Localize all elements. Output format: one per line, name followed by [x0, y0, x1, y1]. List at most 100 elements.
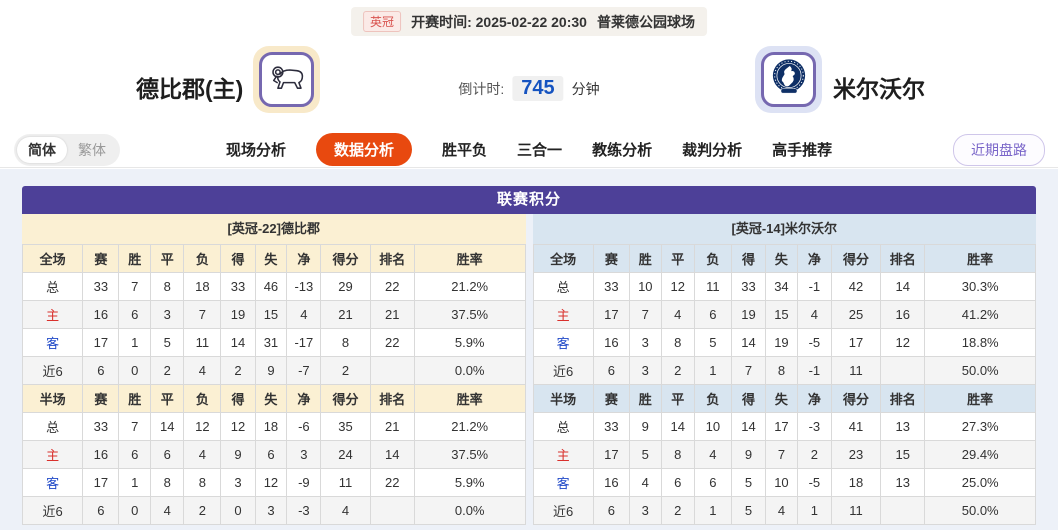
- table-cell: 4: [765, 496, 798, 525]
- table-cell: -5: [796, 328, 832, 357]
- home-stats-panel: [英冠-22]德比郡 全场赛胜平负得失净得分 排名 胜率总 33 7 8 18 33 46 -13…: [21, 214, 526, 525]
- table-cell: 19: [730, 300, 767, 329]
- table-cell: 12: [880, 328, 926, 357]
- column-header-cell: 胜: [628, 244, 662, 273]
- language-toggle[interactable]: 简体 繁体: [14, 134, 120, 166]
- column-header-cell: 全场: [21, 244, 84, 273]
- column-header-cell: 失: [254, 244, 288, 273]
- table-cell: 13: [880, 468, 926, 497]
- column-header-cell: 得: [220, 244, 256, 273]
- table-cell: 6: [118, 440, 152, 469]
- table-cell: 6: [82, 356, 120, 385]
- away-table-header: [英冠-14]米尔沃尔: [532, 214, 1036, 244]
- table-cell: 29: [320, 272, 371, 301]
- table-cell: 4: [183, 440, 222, 469]
- table-cell: 19: [765, 328, 798, 357]
- table-row: 客 16 4 6 6 5 10 -5 18 13 25.0%: [532, 468, 1036, 497]
- lang-simplified[interactable]: 简体: [17, 137, 67, 163]
- column-header-cell: 得: [730, 244, 767, 273]
- row-label-cell: 主: [532, 300, 594, 329]
- table-cell: 15: [880, 440, 926, 469]
- table-cell: 7: [628, 300, 662, 329]
- table-cell: 16: [82, 300, 120, 329]
- tab-expert-picks[interactable]: 高手推荐: [772, 142, 833, 159]
- table-cell: 11: [320, 468, 371, 497]
- table-cell: 18: [830, 468, 882, 497]
- tab-coach-analysis[interactable]: 教练分析: [592, 142, 653, 159]
- lion-badge-icon: [767, 55, 811, 104]
- column-header-cell: 排名: [880, 244, 926, 273]
- table-cell: 12: [254, 468, 288, 497]
- table-cell: -5: [796, 468, 832, 497]
- table-cell: 6: [693, 300, 732, 329]
- column-header-row: 全场赛胜平负得失净得分 排名 胜率: [21, 244, 526, 273]
- table-cell: 50.0%: [924, 496, 1036, 525]
- table-cell: 10: [628, 272, 662, 301]
- away-stats-table: 全场赛胜平负得失净得分 排名 胜率总 33 10 12 11 33 34 -1 42 14 30.3% 主…: [532, 244, 1037, 525]
- tab-referee-analysis[interactable]: 裁判分析: [682, 142, 743, 159]
- table-cell: 16: [82, 440, 120, 469]
- table-cell: 11: [183, 328, 222, 357]
- table-cell: 15: [765, 300, 798, 329]
- table-cell: 25.0%: [924, 468, 1036, 497]
- tab-win-draw-loss[interactable]: 胜平负: [442, 142, 488, 159]
- table-cell: 7: [118, 272, 152, 301]
- row-label-cell: 客: [532, 468, 594, 497]
- table-cell: 17: [82, 328, 120, 357]
- table-cell: 7: [118, 412, 152, 441]
- table-row: 客 17 1 8 8 3 12 -9 11 22 5.9%: [21, 468, 526, 497]
- table-cell: 11: [830, 356, 882, 385]
- table-cell: 22: [369, 328, 415, 357]
- table-cell: 18.8%: [924, 328, 1036, 357]
- tab-three-in-one[interactable]: 三合一: [517, 142, 563, 159]
- table-cell: 14: [150, 412, 185, 441]
- table-cell: 17: [765, 412, 798, 441]
- table-cell: 0: [118, 496, 152, 525]
- table-cell: 9: [254, 356, 288, 385]
- recent-odds-button[interactable]: 近期盘路: [953, 134, 1045, 166]
- table-cell: 1: [118, 328, 152, 357]
- table-cell: 8: [183, 468, 222, 497]
- table-cell: 3: [254, 496, 288, 525]
- column-header-cell: 胜: [118, 244, 152, 273]
- table-cell: -3: [796, 412, 832, 441]
- column-header-row: 半场赛胜平负得失净得分 排名 胜率: [532, 384, 1036, 413]
- column-header-cell: 失: [254, 384, 288, 413]
- table-cell: 16: [592, 328, 630, 357]
- table-cell: 11: [830, 496, 882, 525]
- table-cell: 33: [592, 272, 630, 301]
- table-cell: 33: [220, 272, 256, 301]
- table-cell: 21.2%: [413, 272, 526, 301]
- table-cell: 8: [765, 356, 798, 385]
- table-cell: 8: [660, 440, 695, 469]
- table-cell: 23: [830, 440, 882, 469]
- table-cell: 37.5%: [413, 440, 526, 469]
- table-cell: 21: [369, 300, 415, 329]
- table-cell: 0.0%: [413, 496, 526, 525]
- column-header-cell: 半场: [532, 384, 594, 413]
- table-cell: 21: [369, 412, 415, 441]
- column-header-cell: 得: [730, 384, 767, 413]
- tab-data-analysis[interactable]: 数据分析: [316, 133, 413, 166]
- lang-traditional[interactable]: 繁体: [78, 142, 106, 158]
- table-cell: 17: [82, 468, 120, 497]
- table-cell: 1: [693, 496, 732, 525]
- row-label-cell: 近6: [532, 496, 594, 525]
- column-header-cell: 失: [765, 384, 798, 413]
- column-header-row: 全场赛胜平负得失净得分 排名 胜率: [532, 244, 1036, 273]
- away-team-logo: [755, 46, 822, 113]
- table-cell: 6: [82, 496, 120, 525]
- row-label-cell: 近6: [21, 496, 84, 525]
- column-header-cell: 胜率: [924, 244, 1036, 273]
- tab-live-analysis[interactable]: 现场分析: [226, 142, 287, 159]
- table-cell: 46: [254, 272, 288, 301]
- row-label-cell: 总: [21, 272, 84, 301]
- table-cell: 19: [220, 300, 256, 329]
- table-cell: -3: [286, 496, 322, 525]
- table-cell: 2: [660, 356, 695, 385]
- countdown-unit: 分钟: [571, 80, 600, 97]
- table-cell: -13: [286, 272, 322, 301]
- table-cell: 4: [796, 300, 832, 329]
- table-cell: 6: [118, 300, 152, 329]
